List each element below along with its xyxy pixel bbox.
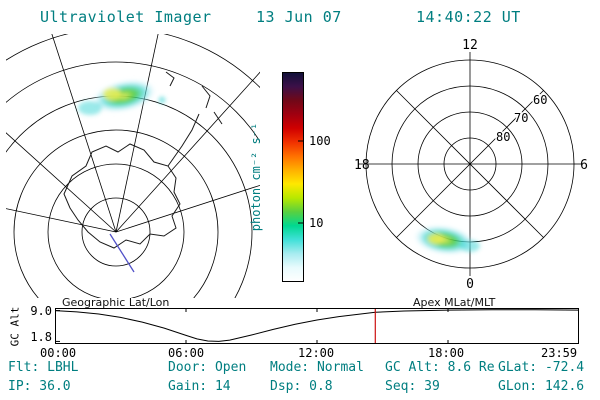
status-ip: IP: 36.0 xyxy=(8,379,71,394)
app-title: Ultraviolet Imager xyxy=(40,8,212,26)
status-gc-alt: GC Alt: 8.6 Re xyxy=(385,360,495,375)
status-gain: Gain: 14 xyxy=(168,379,231,394)
apex-panel-caption: Apex MLat/MLT xyxy=(413,296,496,309)
mlt-grid-lines xyxy=(358,52,582,276)
xtick-2359: 23:59 xyxy=(541,346,578,360)
chart-frame xyxy=(55,308,579,344)
mlt-label-6: 6 xyxy=(580,158,588,173)
colorbar: 100 10 xyxy=(282,72,342,288)
ytick-top: 9.0 xyxy=(30,304,52,318)
mlat-label-60: 60 xyxy=(533,93,547,107)
ytick-bottom: 1.8 xyxy=(30,330,52,344)
colorbar-tick-label-100: 100 xyxy=(309,134,331,148)
xtick-0000: 00:00 xyxy=(40,346,77,360)
coastline xyxy=(63,71,223,249)
strip-ylabel: GC Alt xyxy=(8,306,22,346)
colorbar-tick-label-10: 10 xyxy=(309,216,324,230)
altitude-strip-chart xyxy=(55,308,579,344)
status-dsp: Dsp: 0.8 xyxy=(270,379,333,394)
geographic-map xyxy=(6,34,260,298)
mlat-label-80: 80 xyxy=(496,130,510,144)
mlat-label-70: 70 xyxy=(514,111,528,125)
aurora-blob-geo xyxy=(78,79,166,115)
geo-panel-caption: Geographic Lat/Lon xyxy=(62,296,170,309)
status-mode: Mode: Normal xyxy=(270,360,364,375)
status-glon: GLon: 142.6 xyxy=(498,379,585,394)
status-flt: Flt: LBHL xyxy=(8,360,79,375)
xtick-1800: 18:00 xyxy=(428,346,465,360)
status-glat: GLat: -72.4 xyxy=(498,360,585,375)
chart-ticks xyxy=(55,308,579,344)
header-time: 14:40:22 UT xyxy=(416,8,521,26)
latitude-circles xyxy=(6,34,260,298)
status-door: Door: Open xyxy=(168,360,247,375)
aurora-blob-apex xyxy=(414,225,480,255)
header-date: 13 Jun 07 xyxy=(256,8,342,26)
colorbar-label: photon cm⁻² s⁻¹ xyxy=(249,122,263,232)
xtick-0600: 06:00 xyxy=(168,346,205,360)
spacecraft-track xyxy=(109,233,135,273)
colorbar-label-wrap: photon cm⁻² s⁻¹ xyxy=(246,72,266,282)
altitude-curve xyxy=(55,309,579,342)
apex-plot: 12 0 18 6 60 70 80 xyxy=(354,38,588,290)
colorbar-gradient xyxy=(282,72,304,282)
xtick-1200: 12:00 xyxy=(298,346,335,360)
status-seq: Seq: 39 xyxy=(385,379,440,394)
mlt-label-12: 12 xyxy=(462,38,478,53)
mlt-label-0: 0 xyxy=(466,277,474,290)
mlt-label-18: 18 xyxy=(354,158,370,173)
